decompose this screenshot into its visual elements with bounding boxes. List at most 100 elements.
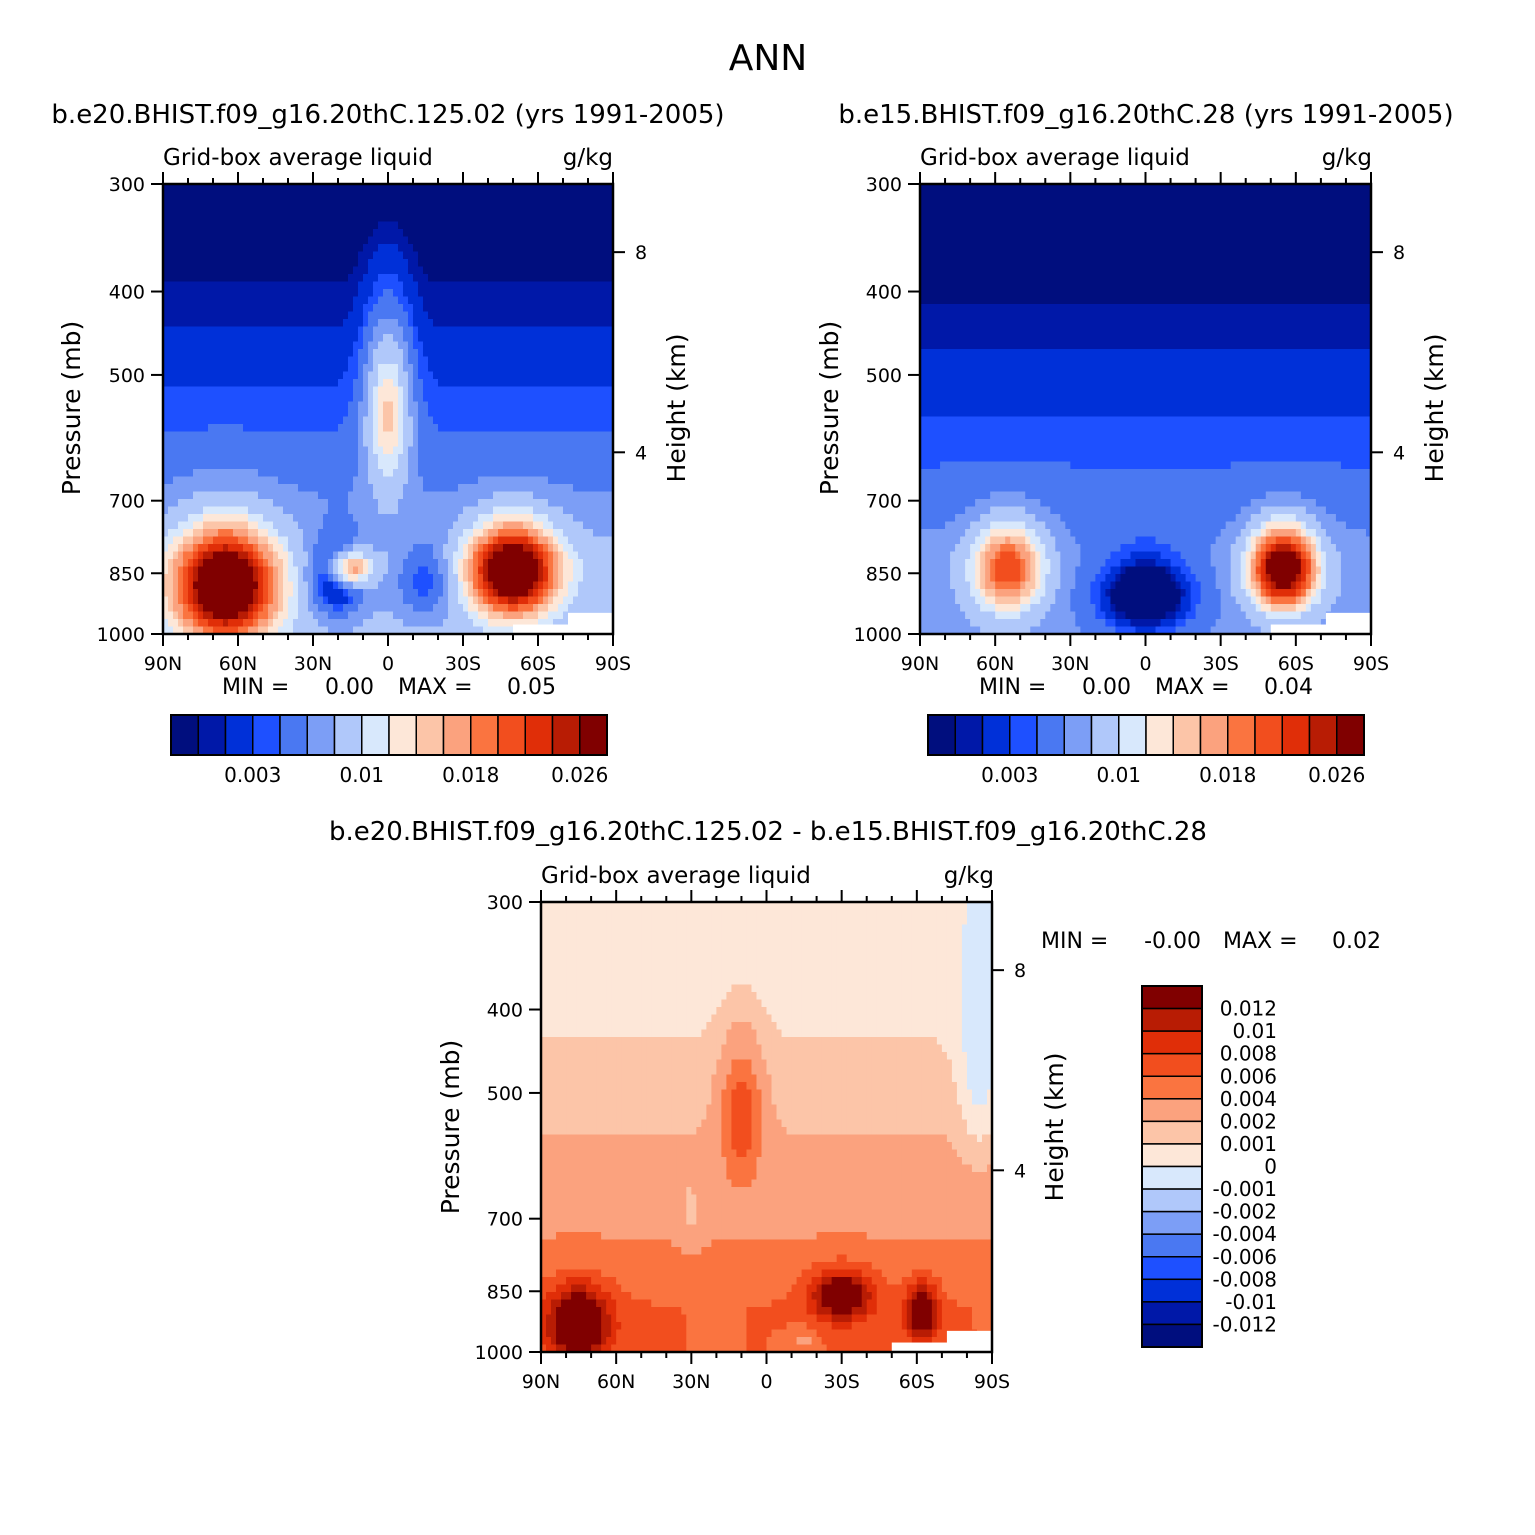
field-cell [598, 454, 604, 463]
field-cell [218, 409, 224, 418]
field-cell [283, 184, 289, 193]
field-cell [488, 476, 494, 485]
field-cell [478, 364, 484, 373]
field-cell [238, 589, 244, 598]
field-cell [493, 296, 499, 305]
field-cell [608, 341, 614, 350]
field-cell [588, 424, 594, 433]
field-cell [253, 401, 259, 410]
field-cell [338, 199, 344, 208]
field-cell [393, 259, 399, 268]
field-cell [173, 184, 179, 193]
field-cell [268, 454, 274, 463]
field-cell [253, 514, 259, 523]
field-cell [323, 266, 329, 275]
field-cell [558, 214, 564, 223]
field-cell [318, 281, 324, 290]
field-cell [478, 296, 484, 305]
field-cell [458, 589, 464, 598]
field-cell [543, 191, 549, 200]
field-cell [368, 521, 374, 530]
field-cell [533, 536, 539, 545]
field-cell [563, 206, 569, 215]
field-cell [353, 221, 359, 230]
field-cell [403, 199, 409, 208]
field-cell [253, 446, 259, 455]
field-cell [223, 431, 229, 440]
field-cell [593, 589, 599, 598]
field-cell [338, 379, 344, 388]
field-cell [378, 244, 384, 253]
field-cell [303, 364, 309, 373]
field-cell [383, 439, 389, 448]
field-cell [558, 379, 564, 388]
field-cell [563, 236, 569, 245]
field-cell [598, 304, 604, 313]
field-cell [413, 581, 419, 590]
field-cell [403, 274, 409, 283]
field-cell [528, 416, 534, 425]
field-cell [493, 499, 499, 508]
field-cell [458, 536, 464, 545]
field-cell [448, 244, 454, 253]
field-cell [583, 296, 589, 305]
field-cell [403, 589, 409, 598]
field-cell [418, 221, 424, 230]
field-cell [403, 349, 409, 358]
field-cell [318, 206, 324, 215]
field-cell [163, 251, 169, 260]
field-cell [598, 574, 604, 583]
field-cell [493, 349, 499, 358]
field-cell [343, 574, 349, 583]
field-cell [348, 281, 354, 290]
field-cell [358, 304, 364, 313]
field-cell [418, 506, 424, 515]
field-cell [453, 484, 459, 493]
field-cell [173, 581, 179, 590]
field-cell [508, 551, 514, 560]
field-cell [298, 574, 304, 583]
field-cell [273, 446, 279, 455]
field-cell [543, 379, 549, 388]
field-cell [578, 416, 584, 425]
field-cell [488, 566, 494, 575]
field-cell [208, 296, 214, 305]
field-cell [353, 296, 359, 305]
field-cell [333, 461, 339, 470]
field-cell [343, 274, 349, 283]
field-cell [478, 349, 484, 358]
field-cell [373, 394, 379, 403]
field-cell [193, 469, 199, 478]
field-cell [573, 356, 579, 365]
field-cell [408, 281, 414, 290]
field-cell [498, 514, 504, 523]
field-cell [608, 499, 614, 508]
field-cell [293, 236, 299, 245]
field-cell [303, 514, 309, 523]
field-cell [243, 371, 249, 380]
field-cell [243, 514, 249, 523]
field-cell [213, 326, 219, 335]
field-cell [453, 371, 459, 380]
field-cell [483, 461, 489, 470]
field-cell [308, 544, 314, 553]
field-cell [168, 334, 174, 343]
field-cell [508, 349, 514, 358]
field-cell [508, 221, 514, 230]
field-cell [443, 551, 449, 560]
field-cell [318, 491, 324, 500]
field-cell [278, 484, 284, 493]
field-cell [538, 491, 544, 500]
field-cell [288, 551, 294, 560]
field-cell [488, 379, 494, 388]
field-cell [298, 394, 304, 403]
field-cell [368, 334, 374, 343]
field-cell [428, 521, 434, 530]
field-cell [223, 394, 229, 403]
field-cell [293, 386, 299, 395]
field-cell [503, 506, 509, 515]
field-cell [328, 379, 334, 388]
field-cell [288, 326, 294, 335]
field-cell [318, 326, 324, 335]
field-cell [408, 386, 414, 395]
